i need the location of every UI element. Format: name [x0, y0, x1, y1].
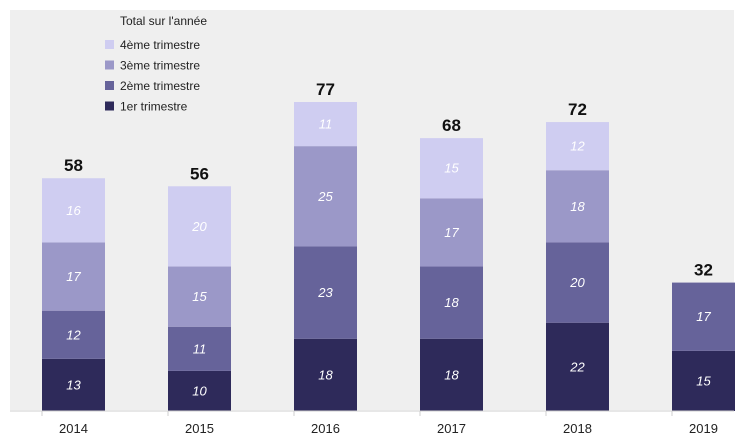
legend-title: Total sur l'année — [120, 14, 207, 28]
x-tick-label-2018: 2018 — [563, 421, 592, 436]
data-label-2016-s3: 25 — [317, 189, 333, 204]
bar-segment-2016-s1 — [294, 338, 357, 411]
data-label-2018-s4: 12 — [570, 139, 585, 154]
header-strip — [0, 0, 744, 8]
bar-segment-2017-s3 — [420, 198, 483, 267]
x-tick-label-2015: 2015 — [185, 421, 214, 436]
data-label-2015-s4: 20 — [191, 219, 207, 234]
bar-segment-2018-s1 — [546, 322, 609, 411]
data-label-2019-s1: 15 — [696, 373, 711, 388]
data-label-2014-s2: 12 — [66, 327, 81, 342]
data-label-2018-s3: 18 — [570, 199, 585, 214]
total-label-2016: 77 — [316, 80, 335, 99]
legend-swatch-2 — [105, 81, 114, 90]
bar-segment-2015-s2 — [168, 326, 231, 371]
x-tick-label-2016: 2016 — [311, 421, 340, 436]
bar-segment-2018-s2 — [546, 242, 609, 323]
bar-segment-2017-s4 — [420, 138, 483, 199]
legend-swatch-1 — [105, 101, 114, 111]
x-tick-label-2014: 2014 — [59, 421, 88, 436]
bar-segment-2014-s1 — [42, 358, 105, 411]
bar-segment-2015-s4 — [168, 186, 231, 267]
data-label-2014-s4: 16 — [66, 203, 81, 218]
bar-segment-2016-s2 — [294, 246, 357, 339]
bar-segment-2014-s3 — [42, 242, 105, 311]
total-label-2018: 72 — [568, 100, 587, 119]
bar-segment-2018-s3 — [546, 170, 609, 243]
data-label-2017-s3: 17 — [444, 225, 459, 240]
total-label-2019: 32 — [694, 261, 713, 280]
bar-segment-2016-s3 — [294, 146, 357, 247]
data-label-2017-s2: 18 — [444, 295, 459, 310]
legend-label-4: 4ème trimestre — [120, 38, 200, 52]
legend-swatch-4 — [105, 40, 114, 49]
x-tick-label-2017: 2017 — [437, 421, 466, 436]
total-label-2017: 68 — [442, 116, 461, 135]
legend-label-1: 1er trimestre — [120, 100, 188, 114]
data-label-2018-s1: 22 — [569, 359, 585, 374]
bar-segment-2014-s2 — [42, 310, 105, 359]
bars-layer — [42, 102, 735, 411]
legend: Total sur l'année 4ème trimestre 3ème tri… — [105, 14, 207, 114]
legend-label-3: 3ème trimestre — [120, 59, 200, 73]
bar-segment-2015-s3 — [168, 266, 231, 327]
total-label-2014: 58 — [64, 156, 83, 175]
data-label-2014-s3: 17 — [66, 269, 81, 284]
plot-background — [10, 10, 734, 410]
data-label-2016-s4: 11 — [319, 117, 333, 132]
x-axis-ticks-layer: 2014 2015 2016 2017 2018 2019 — [41, 411, 718, 436]
data-label-2016-s2: 23 — [317, 285, 333, 300]
bar-segment-2017-s2 — [420, 266, 483, 339]
bar-segment-2019-s1 — [672, 350, 735, 411]
bar-segment-2016-s4 — [294, 102, 357, 147]
x-tick-label-2019: 2019 — [689, 421, 718, 436]
data-label-2015-s3: 15 — [192, 289, 207, 304]
data-label-2019-s2: 17 — [696, 309, 711, 324]
bar-segment-2017-s1 — [420, 338, 483, 411]
data-label-2017-s1: 18 — [444, 367, 459, 382]
data-label-2018-s2: 20 — [569, 275, 585, 290]
total-label-2015: 56 — [190, 164, 209, 183]
data-label-2016-s1: 18 — [318, 367, 333, 382]
bar-segment-2019-s2 — [672, 282, 735, 351]
bar-segment-2014-s4 — [42, 178, 105, 243]
total-labels-layer: 58 56 77 68 72 32 — [64, 80, 713, 280]
data-label-2015-s1: 10 — [192, 383, 207, 398]
legend-swatch-3 — [105, 60, 114, 70]
legend-label-2: 2ème trimestre — [120, 79, 200, 93]
segment-labels-layer: 13 12 17 16 10 11 15 20 18 23 25 11 18 18 17 15 22 20 18 12… — [66, 117, 711, 399]
legend-items: 4ème trimestre 3ème trimestre 2ème trimest… — [105, 38, 200, 114]
data-label-2014-s1: 13 — [66, 377, 81, 392]
data-label-2015-s2: 11 — [193, 341, 207, 356]
bar-segment-2018-s4 — [546, 122, 609, 171]
data-label-2017-s4: 15 — [444, 161, 459, 176]
bar-segment-2015-s1 — [168, 370, 231, 411]
